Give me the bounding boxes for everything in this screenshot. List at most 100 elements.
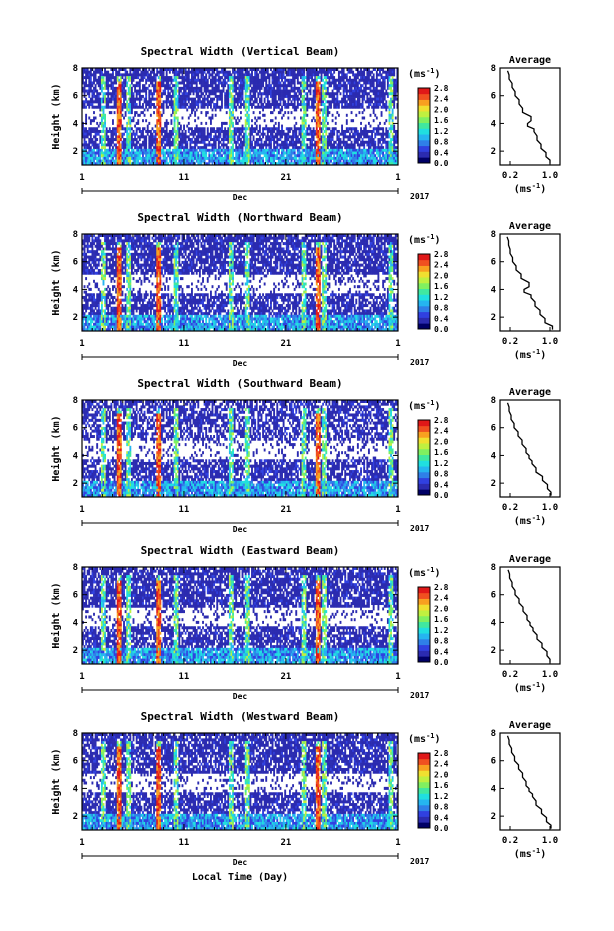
heatmap-cell — [194, 146, 196, 149]
heatmap-cell — [104, 146, 106, 149]
heatmap-cell — [215, 114, 217, 117]
heatmap-cell — [201, 90, 203, 93]
heatmap-cell — [91, 103, 93, 106]
heatmap-cell — [159, 122, 161, 125]
heatmap-cell — [107, 103, 109, 106]
heatmap-cell — [142, 133, 144, 136]
heatmap-cell — [134, 114, 136, 117]
heatmap-cell — [136, 95, 138, 98]
heatmap-cell — [175, 141, 177, 144]
heatmap-cell — [142, 111, 144, 114]
heatmap-cell — [205, 76, 207, 79]
heatmap-cell — [167, 81, 169, 84]
heatmap-cell — [84, 103, 86, 106]
heatmap-cell — [221, 76, 223, 79]
heatmap-cell — [188, 100, 190, 103]
heatmap-cell — [182, 117, 184, 120]
heatmap-cell — [221, 95, 223, 98]
heatmap-cell — [210, 135, 212, 138]
heatmap-cell — [164, 146, 166, 149]
heatmap-cell — [99, 103, 101, 106]
heatmap-cell — [88, 92, 90, 95]
heatmap-cell — [207, 98, 209, 101]
heatmap-cell — [174, 122, 176, 125]
heatmap-cell — [137, 141, 139, 144]
heatmap-cell — [170, 135, 172, 138]
heatmap-cell — [148, 95, 150, 98]
heatmap-cell — [107, 135, 109, 138]
heatmap-cell — [95, 117, 97, 120]
heatmap-cell — [175, 160, 177, 163]
heatmap-cell — [123, 117, 125, 120]
heatmap-cell — [186, 108, 188, 111]
heatmap-cell — [152, 95, 154, 98]
heatmap-cell — [137, 160, 139, 163]
heatmap-cell — [85, 98, 87, 101]
heatmap-cell — [202, 73, 204, 76]
heatmap-cell — [163, 81, 165, 84]
heatmap-cell — [169, 138, 171, 141]
heatmap-cell — [150, 106, 152, 109]
heatmap-cell — [84, 87, 86, 90]
heatmap-cell — [180, 90, 182, 93]
heatmap-cell — [133, 130, 135, 133]
heatmap-cell — [85, 114, 87, 117]
heatmap-cell — [180, 149, 182, 152]
heatmap-cell — [152, 133, 154, 136]
heatmap-cell — [155, 76, 157, 79]
heatmap-cell — [161, 143, 163, 146]
heatmap-cell — [122, 114, 124, 117]
heatmap-cell — [205, 154, 207, 157]
heatmap-cell — [106, 127, 108, 130]
heatmap-cell — [101, 119, 103, 122]
heatmap-cell — [96, 90, 98, 93]
heatmap-cell — [84, 92, 86, 95]
heatmap-cell — [147, 125, 149, 128]
heatmap-cell — [93, 160, 95, 163]
heatmap-cell — [213, 98, 215, 101]
heatmap-cell — [205, 152, 207, 155]
heatmap-cell — [177, 117, 179, 120]
heatmap-cell — [90, 133, 92, 136]
heatmap-cell — [126, 125, 128, 128]
heatmap-cell — [177, 125, 179, 128]
heatmap-cell — [95, 87, 97, 90]
heatmap-cell — [207, 81, 209, 84]
heatmap-cell — [107, 95, 109, 98]
heatmap-cell — [202, 92, 204, 95]
heatmap-cell — [104, 117, 106, 120]
heatmap-cell — [196, 149, 198, 152]
heatmap-cell — [182, 71, 184, 74]
heatmap-cell — [122, 108, 124, 111]
heatmap-cell — [177, 108, 179, 111]
heatmap-cell — [221, 103, 223, 106]
heatmap-cell — [85, 81, 87, 84]
heatmap-cell — [84, 138, 86, 141]
heatmap-cell — [183, 81, 185, 84]
heatmap-cell — [118, 71, 120, 74]
heatmap-cell — [131, 135, 133, 138]
heatmap-cell — [125, 79, 127, 82]
heatmap-cell — [159, 146, 161, 149]
heatmap-cell — [122, 125, 124, 128]
heatmap-cell — [163, 73, 165, 76]
heatmap-cell — [90, 87, 92, 90]
heatmap-cell — [215, 146, 217, 149]
heatmap-cell — [145, 98, 147, 101]
heatmap-cell — [196, 81, 198, 84]
heatmap-cell — [150, 130, 152, 133]
heatmap-cell — [166, 73, 168, 76]
heatmap-cell — [96, 138, 98, 141]
heatmap-cell — [221, 92, 223, 95]
heatmap-cell — [221, 125, 223, 128]
heatmap-cell — [170, 76, 172, 79]
heatmap-cell — [213, 152, 215, 155]
heatmap-cell — [159, 125, 161, 128]
heatmap-cell — [170, 98, 172, 101]
heatmap-cell — [153, 92, 155, 95]
heatmap-cell — [175, 87, 177, 90]
heatmap-cell — [99, 157, 101, 160]
heatmap-cell — [133, 95, 135, 98]
heatmap-cell — [212, 73, 214, 76]
heatmap-cell — [95, 73, 97, 76]
